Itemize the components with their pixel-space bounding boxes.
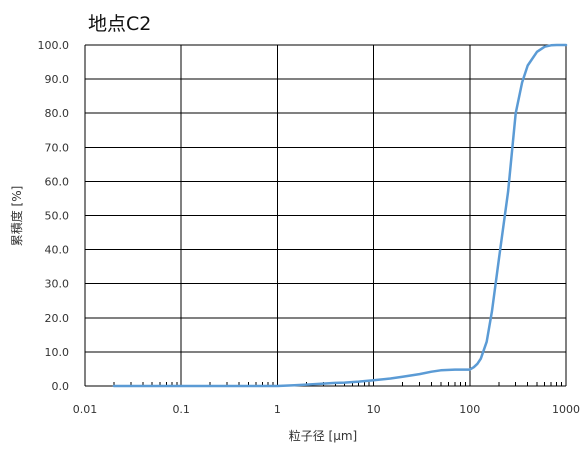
x-tick-label: 100: [459, 403, 480, 416]
y-tick-label: 70.0: [45, 141, 70, 154]
x-tick-label: 0.01: [73, 403, 98, 416]
x-axis-label: 粒子径 [μm]: [289, 428, 358, 443]
y-tick-label: 30.0: [45, 278, 70, 291]
y-tick-label: 0.0: [52, 380, 70, 393]
series-line: [112, 43, 568, 388]
y-tick-label: 40.0: [45, 244, 70, 257]
y-axis-label: 累積度 [%]: [9, 186, 24, 247]
x-tick-label: 1000: [552, 403, 580, 416]
y-tick-label: 20.0: [45, 312, 70, 325]
series-layer: [112, 43, 568, 388]
y-tick-label: 60.0: [45, 175, 70, 188]
x-tick-label: 1: [274, 403, 281, 416]
chart-title: 地点C2: [88, 13, 151, 35]
x-tick-label: 10: [367, 403, 381, 416]
y-tick-label: 50.0: [45, 210, 70, 223]
x-tick-labels: 0.01 0.1 1 10 100 1000: [73, 403, 580, 416]
y-tick-label: 100.0: [38, 39, 70, 52]
x-tick-label: 0.1: [172, 403, 190, 416]
y-tick-label: 80.0: [45, 107, 70, 120]
y-tick-labels: 0.0 10.0 20.0 30.0 40.0 50.0 60.0 70.0 80.0 90.0 1…: [38, 39, 70, 393]
y-tick-label: 90.0: [45, 73, 70, 86]
y-tick-label: 10.0: [45, 346, 70, 359]
grid: [84, 44, 567, 387]
